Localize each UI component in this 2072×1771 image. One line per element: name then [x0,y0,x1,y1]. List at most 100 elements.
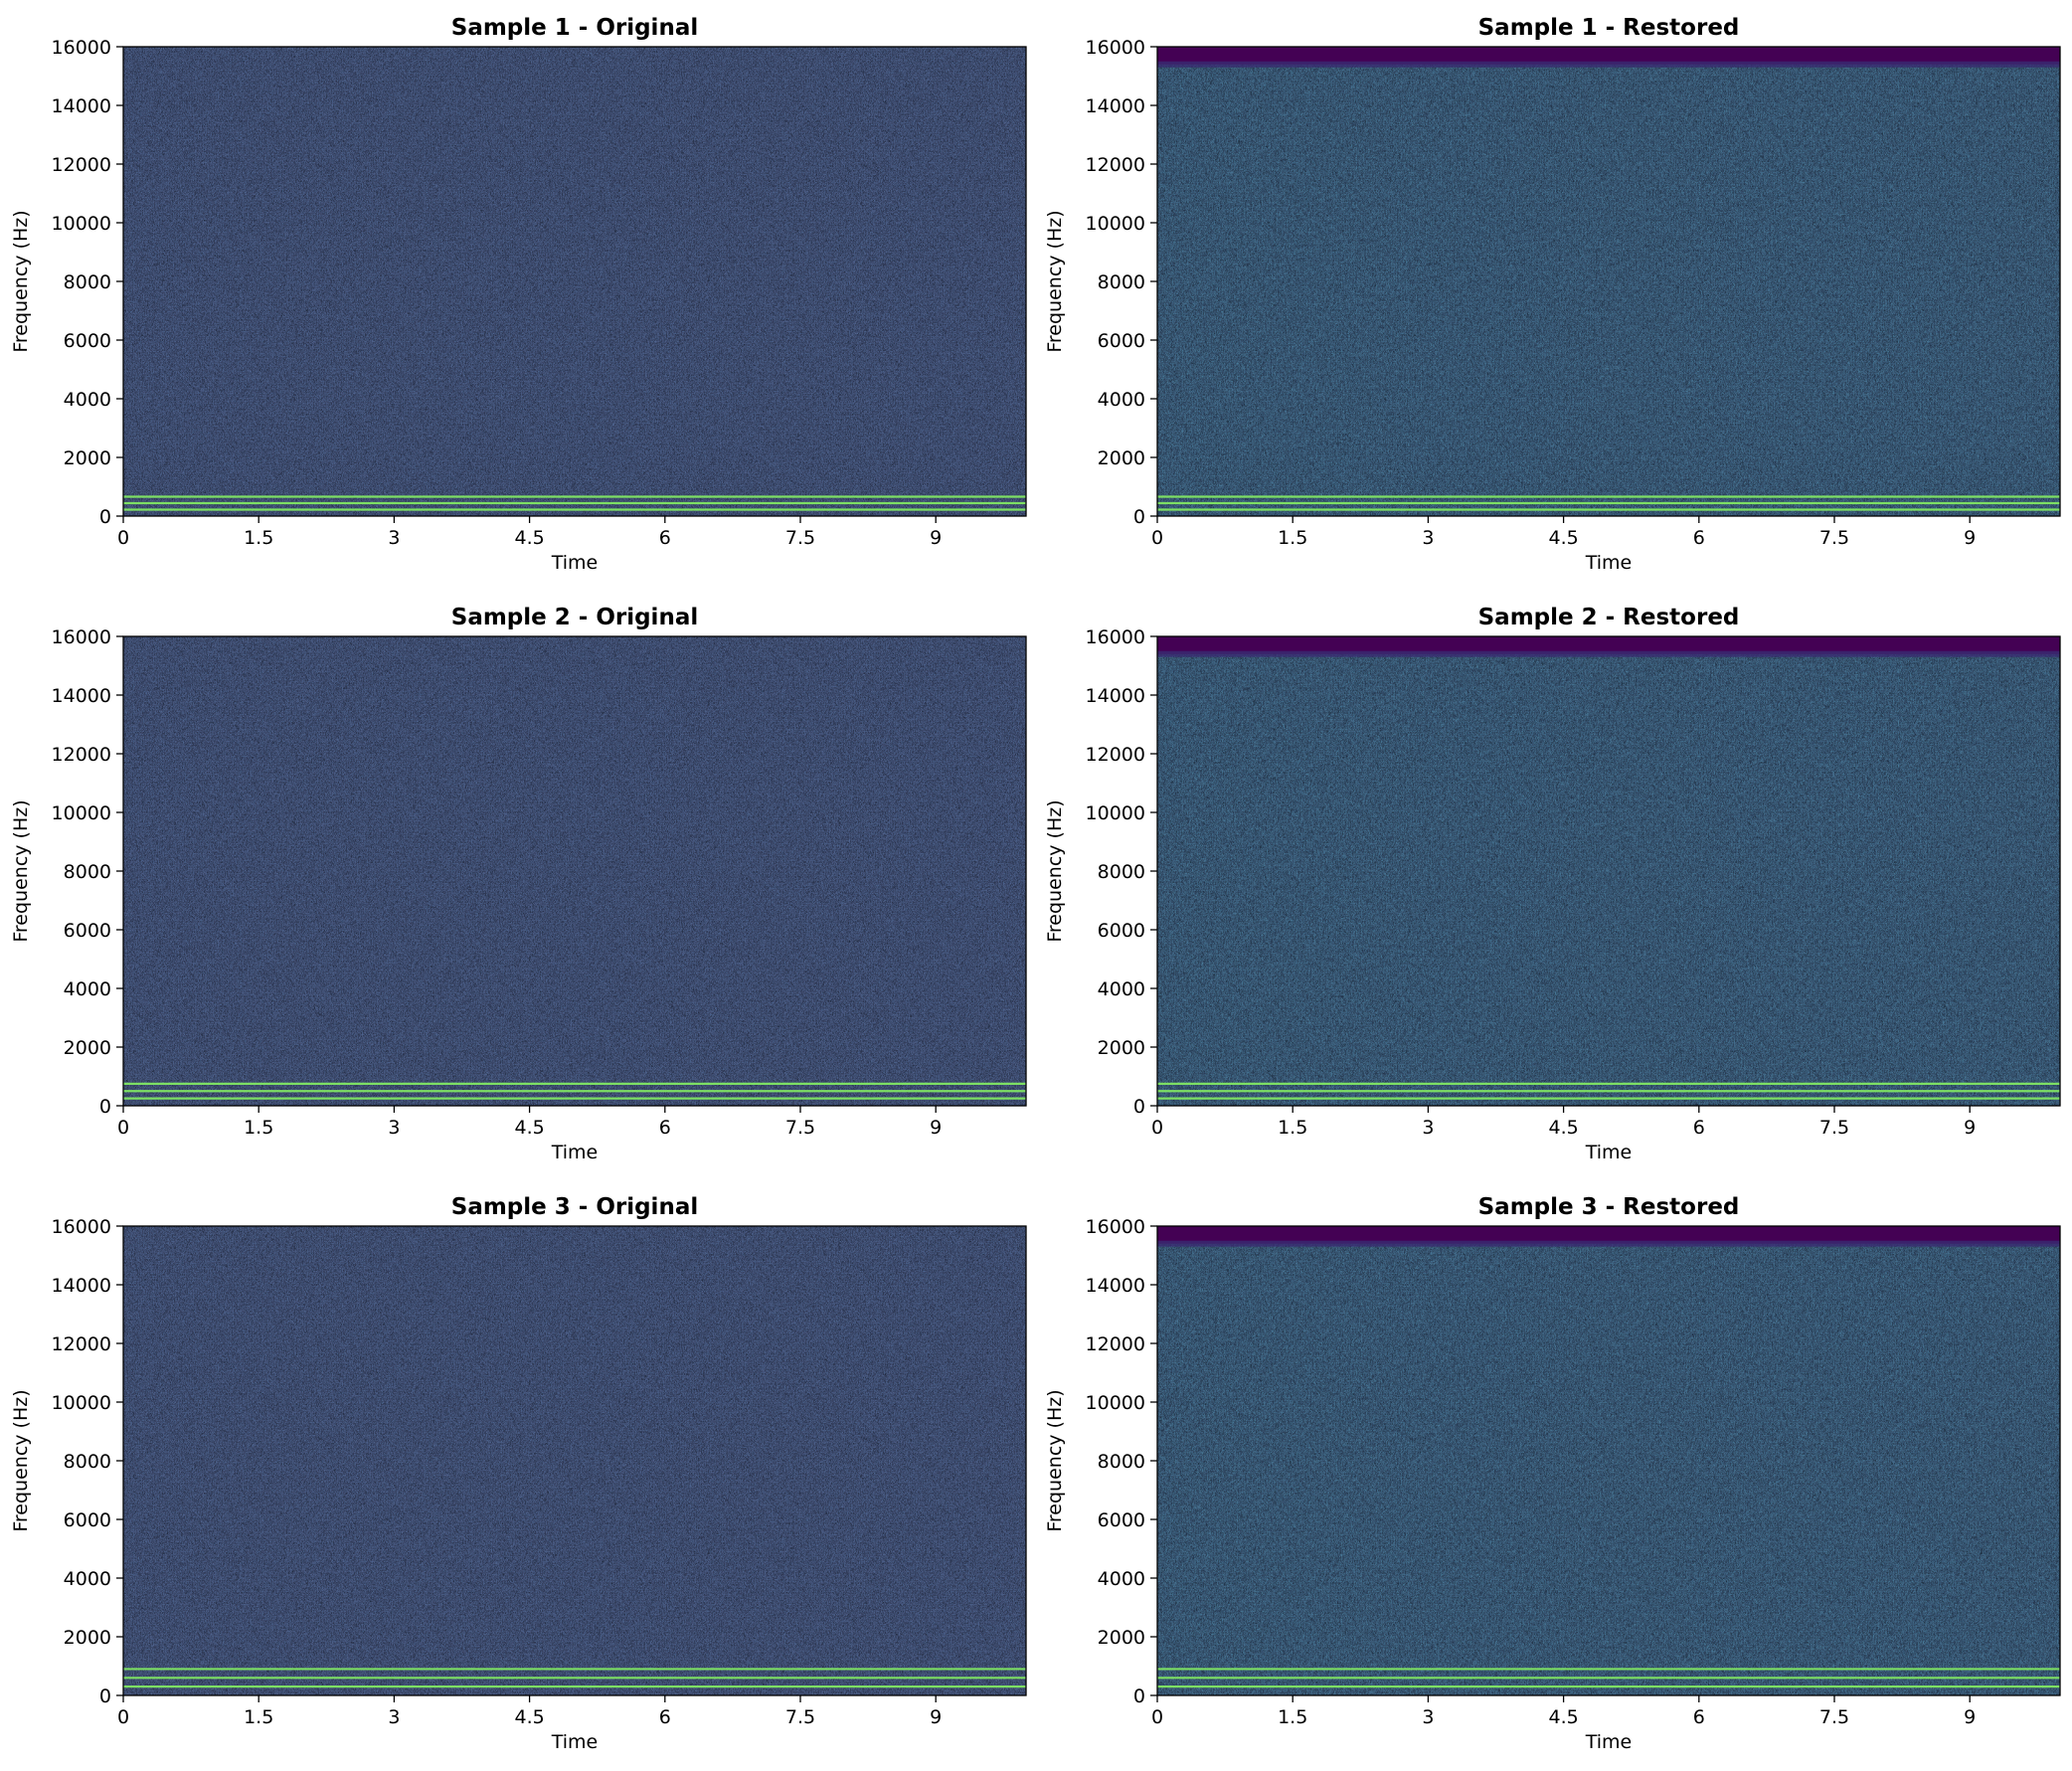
y-tick-label: 16000 [1086,37,1145,59]
spectrogram-speckle [123,636,1026,1106]
x-tick-label: 0 [117,1706,129,1728]
y-tick-label: 2000 [1098,1627,1145,1649]
x-tick-label: 6 [659,1706,671,1728]
y-tick-label: 14000 [52,685,111,707]
x-tick-label: 9 [930,527,942,549]
panel-6: Sample 3 - Restored 0 1.5 3 4.5 6 7.5 9 0 2000 400… [1044,1194,2061,1753]
y-tick-label: 16000 [1086,626,1145,648]
x-axis-label: Time [551,552,599,574]
y-tick-label: 12000 [1086,744,1145,766]
cutoff-band [1157,636,2060,654]
x-axis-label: Time [551,1731,599,1753]
y-tick-label: 6000 [64,920,111,942]
y-tick-label: 12000 [52,744,111,766]
y-tick-label: 14000 [1086,1275,1145,1297]
y-tick-label: 0 [1133,1685,1145,1707]
x-tick-label: 0 [117,1117,129,1139]
spectrogram-image [1157,47,2060,516]
x-tick-label: 7.5 [1819,1706,1849,1728]
y-tick-label: 16000 [52,626,111,648]
x-tick-label: 9 [1964,527,1976,549]
panel-title: Sample 1 - Restored [1478,15,1740,41]
y-tick-label: 16000 [1086,1216,1145,1238]
panel-4: Sample 2 - Restored 0 1.5 3 4.5 6 7.5 9 0 2000 400… [1044,605,2061,1163]
y-tick-label: 8000 [64,1451,111,1473]
y-tick-label: 14000 [1086,685,1145,707]
y-tick-label: 12000 [52,1333,111,1355]
spectrogram-image [1157,636,2060,1106]
x-tick-label: 9 [930,1706,942,1728]
spectrogram-speckle [1157,636,2060,1106]
x-tick-label: 7.5 [1819,1117,1849,1139]
y-tick-label: 16000 [52,1216,111,1238]
y-tick-label: 4000 [64,978,111,1000]
panel-title: Sample 2 - Restored [1478,605,1740,630]
x-tick-label: 1.5 [1278,1706,1307,1728]
panel-title: Sample 3 - Restored [1478,1194,1740,1220]
x-tick-label: 1.5 [244,1117,273,1139]
x-tick-label: 6 [1693,1117,1705,1139]
cutoff-band [1157,47,2060,65]
x-tick-label: 3 [1422,527,1434,549]
x-tick-label: 9 [930,1117,942,1139]
x-tick-label: 3 [1422,1706,1434,1728]
y-tick-label: 0 [99,1096,111,1118]
x-tick-label: 6 [659,1117,671,1139]
y-tick-label: 4000 [1098,1568,1145,1590]
cutoff-transition [1157,61,2060,68]
spectrogram-image [123,47,1026,516]
y-tick-label: 2000 [64,1037,111,1059]
x-tick-label: 6 [659,527,671,549]
y-tick-label: 8000 [1098,271,1145,293]
x-tick-label: 7.5 [785,527,815,549]
x-tick-label: 4.5 [514,1117,544,1139]
y-tick-label: 8000 [1098,1451,1145,1473]
cutoff-transition [1157,1240,2060,1247]
x-tick-label: 3 [388,1706,400,1728]
x-tick-label: 1.5 [1278,527,1307,549]
x-axis-label: Time [1585,552,1633,574]
y-axis-label: Frequency (Hz) [1044,210,1066,352]
y-tick-label: 0 [99,506,111,528]
y-tick-label: 10000 [52,1392,111,1414]
x-tick-label: 0 [1151,1117,1163,1139]
y-tick-label: 6000 [1098,330,1145,352]
x-axis-label: Time [1585,1142,1633,1163]
y-tick-label: 6000 [1098,920,1145,942]
y-tick-label: 0 [1133,1096,1145,1118]
panel-5: Sample 3 - Original 0 1.5 3 4.5 6 7.5 9 0 2000 400… [10,1194,1027,1753]
y-tick-label: 6000 [64,330,111,352]
y-tick-label: 10000 [1086,213,1145,235]
y-tick-label: 0 [1133,506,1145,528]
x-tick-label: 0 [117,527,129,549]
x-tick-label: 3 [388,527,400,549]
y-tick-label: 14000 [52,1275,111,1297]
y-axis-label: Frequency (Hz) [1044,799,1066,942]
y-tick-label: 0 [99,1685,111,1707]
y-tick-label: 4000 [1098,978,1145,1000]
x-tick-label: 3 [388,1117,400,1139]
y-tick-label: 8000 [1098,861,1145,883]
x-tick-label: 4.5 [514,1706,544,1728]
spectrogram-image [123,1226,1026,1695]
panel-title: Sample 2 - Original [451,605,698,630]
x-tick-label: 1.5 [244,527,273,549]
cutoff-transition [1157,650,2060,657]
y-tick-label: 2000 [64,447,111,469]
cutoff-band [1157,1226,2060,1244]
y-tick-label: 16000 [52,37,111,59]
x-tick-label: 0 [1151,527,1163,549]
y-tick-label: 4000 [64,1568,111,1590]
y-tick-label: 12000 [1086,1333,1145,1355]
x-tick-label: 9 [1964,1117,1976,1139]
x-tick-label: 4.5 [514,527,544,549]
spectrogram-image [1157,1226,2060,1695]
spectrogram-speckle [123,47,1026,516]
y-axis-label: Frequency (Hz) [1044,1389,1066,1531]
panel-title: Sample 3 - Original [451,1194,698,1220]
y-tick-label: 4000 [64,389,111,411]
y-tick-label: 2000 [1098,1037,1145,1059]
x-tick-label: 6 [1693,1706,1705,1728]
x-tick-label: 6 [1693,527,1705,549]
x-tick-label: 4.5 [1548,527,1578,549]
